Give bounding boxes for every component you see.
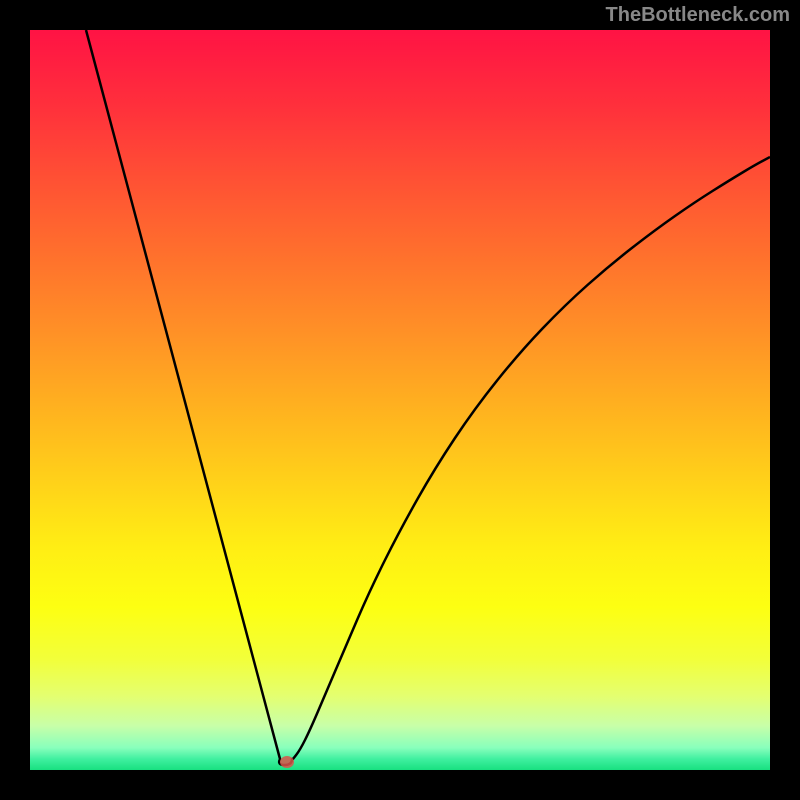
plot-area bbox=[30, 30, 770, 770]
minimum-marker bbox=[280, 756, 294, 768]
watermark-text: TheBottleneck.com bbox=[606, 4, 790, 27]
gradient-background bbox=[30, 30, 770, 770]
chart-svg bbox=[30, 30, 770, 770]
chart-container: TheBottleneck.com bbox=[0, 0, 800, 800]
